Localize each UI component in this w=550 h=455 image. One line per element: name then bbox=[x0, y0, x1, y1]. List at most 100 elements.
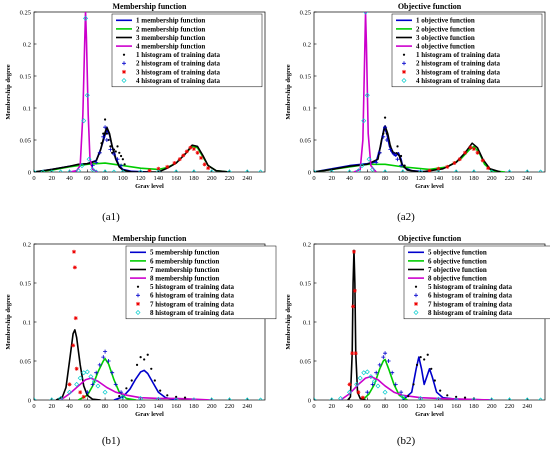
series-6 bbox=[365, 351, 404, 395]
data-point bbox=[382, 389, 388, 395]
x-tick-label: 180 bbox=[189, 403, 199, 410]
data-point bbox=[388, 147, 393, 152]
data-point bbox=[95, 383, 101, 389]
legend-label: 6 objective function bbox=[428, 257, 487, 265]
y-tick-label: 0.05 bbox=[300, 358, 311, 365]
data-point bbox=[347, 389, 353, 395]
data-point bbox=[85, 390, 90, 395]
data-point bbox=[139, 356, 142, 359]
x-tick-label: 180 bbox=[189, 175, 199, 182]
x-tick-label: 140 bbox=[434, 403, 444, 410]
legend-item: 7 objective function bbox=[408, 266, 487, 274]
data-point bbox=[119, 154, 123, 158]
x-tick-label: 160 bbox=[171, 403, 181, 410]
data-point bbox=[138, 169, 144, 172]
legend-label: 1 objective function bbox=[416, 17, 475, 25]
data-point bbox=[172, 161, 177, 166]
data-point bbox=[353, 351, 358, 356]
data-point bbox=[386, 359, 391, 363]
data-point bbox=[58, 395, 64, 400]
legend-item: 3 histogram of training data bbox=[122, 68, 221, 76]
data-point bbox=[455, 395, 458, 398]
y-axis-label: Membership degree bbox=[285, 294, 292, 349]
legend-label: 4 objective function bbox=[416, 43, 475, 51]
data-point bbox=[102, 169, 108, 172]
chart-title: Membership function bbox=[113, 2, 188, 11]
data-point bbox=[138, 395, 144, 400]
legend-item: 1 objective function bbox=[396, 17, 475, 25]
y-tick-label: 0 bbox=[308, 169, 311, 176]
x-tick-label: 200 bbox=[487, 175, 497, 182]
data-point bbox=[78, 390, 83, 395]
data-point bbox=[67, 382, 72, 387]
legend-label: 7 objective function bbox=[428, 266, 487, 274]
legend-label: 8 histogram of training data bbox=[428, 309, 513, 317]
data-point bbox=[430, 367, 433, 370]
y-axis-label: Membership degree bbox=[285, 64, 292, 119]
data-point bbox=[244, 169, 250, 172]
legend-box bbox=[125, 245, 277, 320]
series-line bbox=[314, 126, 430, 172]
x-tick-label: 240 bbox=[242, 403, 252, 410]
data-point bbox=[412, 383, 415, 386]
series-line bbox=[340, 375, 492, 400]
legend-marker-swatch bbox=[122, 61, 126, 66]
data-point bbox=[463, 150, 468, 155]
data-point bbox=[377, 362, 382, 367]
legend-label: 2 histogram of training data bbox=[416, 60, 501, 68]
data-point bbox=[113, 382, 118, 387]
data-point bbox=[81, 118, 87, 124]
data-point bbox=[116, 145, 119, 148]
legend-label: 2 objective function bbox=[416, 25, 475, 33]
data-point bbox=[74, 381, 80, 387]
series-8 bbox=[314, 12, 544, 172]
x-tick-label: 180 bbox=[469, 175, 479, 182]
data-point bbox=[400, 394, 406, 400]
y-tick-label: 0 bbox=[28, 169, 31, 176]
legend-label: 4 membership function bbox=[136, 43, 205, 51]
data-point bbox=[226, 169, 232, 172]
plot-area bbox=[314, 12, 544, 172]
legend-label: 1 histogram of training data bbox=[416, 51, 501, 59]
data-point bbox=[354, 381, 360, 387]
series-1 bbox=[314, 126, 430, 172]
data-point bbox=[435, 396, 441, 400]
data-point bbox=[173, 397, 179, 400]
data-point bbox=[361, 118, 367, 124]
x-tick-label: 0 bbox=[312, 403, 315, 410]
chart-a2: Objective function 0 20 40 60 80 100 120 140 160 1… bbox=[285, 2, 546, 190]
data-point bbox=[90, 163, 95, 168]
legend-marker-swatch bbox=[135, 310, 141, 315]
data-point bbox=[74, 366, 79, 371]
data-point bbox=[475, 150, 480, 155]
x-tick-label: 240 bbox=[242, 175, 252, 182]
data-point bbox=[415, 363, 419, 366]
data-point bbox=[156, 166, 161, 171]
x-tick-label: 240 bbox=[522, 175, 532, 182]
data-point bbox=[183, 396, 187, 399]
y-tick-label: 0.1 bbox=[23, 319, 31, 326]
data-point bbox=[419, 356, 422, 359]
legend-marker-swatch bbox=[401, 78, 407, 83]
legend-item: 5 histogram of training data bbox=[136, 283, 235, 291]
data-point bbox=[355, 168, 361, 172]
data-point bbox=[385, 132, 388, 135]
series-4 bbox=[69, 12, 99, 172]
data-point bbox=[120, 394, 126, 400]
data-point bbox=[382, 132, 385, 135]
x-tick-label: 140 bbox=[154, 175, 164, 182]
data-point bbox=[123, 163, 126, 166]
y-tick-label: 0 bbox=[308, 397, 311, 404]
data-point bbox=[175, 395, 178, 398]
data-point bbox=[173, 169, 179, 172]
x-tick-label: 40 bbox=[66, 403, 73, 410]
legend-item: 6 histogram of training data bbox=[414, 292, 513, 300]
x-tick-label: 100 bbox=[398, 175, 408, 182]
legend-label: 2 membership function bbox=[136, 25, 205, 33]
y-tick-label: 0.2 bbox=[303, 41, 311, 48]
legend-item: 3 membership function bbox=[116, 34, 205, 42]
data-point bbox=[111, 169, 117, 172]
legend-item: 3 objective function bbox=[396, 34, 475, 42]
data-point bbox=[359, 163, 365, 169]
data-point bbox=[418, 169, 424, 172]
